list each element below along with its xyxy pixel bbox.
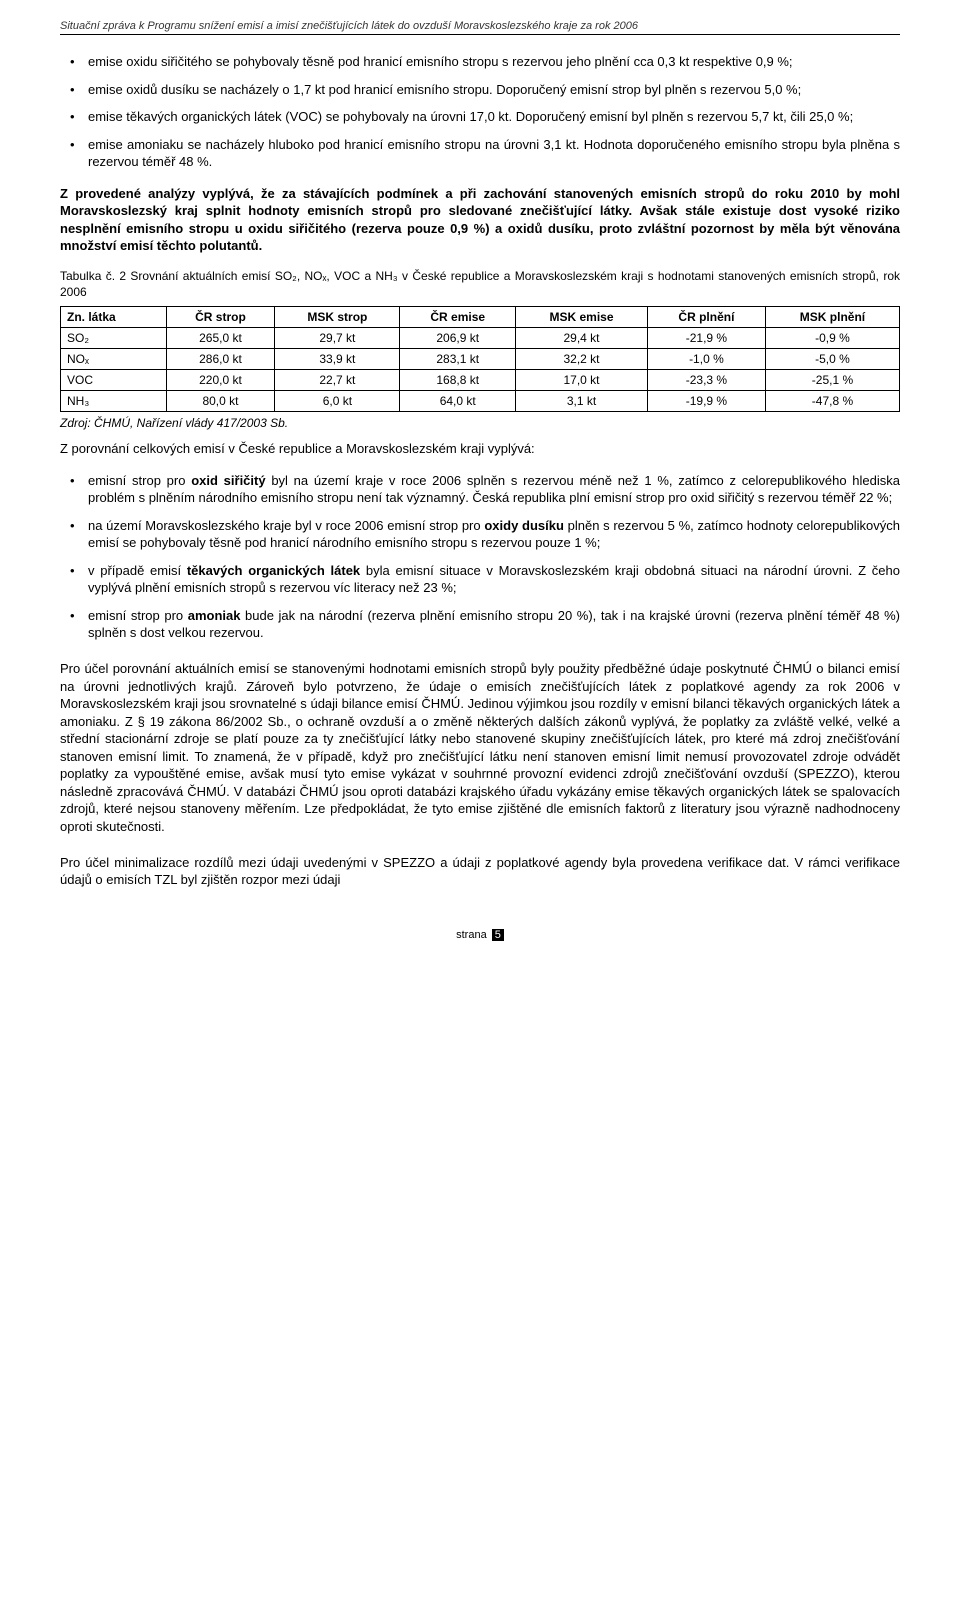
table-cell: 29,7 kt — [275, 328, 400, 349]
list-item: emise oxidu siřičitého se pohybovaly těs… — [60, 53, 900, 71]
page-footer: strana 5 — [60, 929, 900, 941]
bold-term: těkavých organických látek — [187, 563, 360, 578]
table-cell: -19,9 % — [647, 391, 765, 412]
text: emisní strop pro — [88, 473, 191, 488]
table-cell: -23,3 % — [647, 370, 765, 391]
col-header: ČR plnění — [647, 307, 765, 328]
table-cell: 168,8 kt — [400, 370, 516, 391]
list-item: emisní strop pro oxid siřičitý byl na úz… — [60, 472, 900, 507]
table-cell: 80,0 kt — [166, 391, 275, 412]
table-cell: NOₓ — [61, 349, 167, 370]
list-item: v případě emisí těkavých organických lát… — [60, 562, 900, 597]
table-source: Zdroj: ČHMÚ, Nařízení vlády 417/2003 Sb. — [60, 416, 900, 430]
text: na území Moravskoslezského kraje byl v r… — [88, 518, 484, 533]
table-cell: VOC — [61, 370, 167, 391]
summary-paragraph: Z provedené analýzy vyplývá, že za stáva… — [60, 185, 900, 255]
table-cell: 265,0 kt — [166, 328, 275, 349]
table-caption: Tabulka č. 2 Srovnání aktuálních emisí S… — [60, 269, 900, 300]
table-cell: 17,0 kt — [516, 370, 648, 391]
table-row: NOₓ 286,0 kt 33,9 kt 283,1 kt 32,2 kt -1… — [61, 349, 900, 370]
running-header: Situační zpráva k Programu snížení emisí… — [60, 20, 900, 35]
col-header: MSK emise — [516, 307, 648, 328]
bullet-list-mid: emisní strop pro oxid siřičitý byl na úz… — [60, 472, 900, 642]
table-cell: 22,7 kt — [275, 370, 400, 391]
bold-term: oxid siřičitý — [191, 473, 265, 488]
table-row: SO₂ 265,0 kt 29,7 kt 206,9 kt 29,4 kt -2… — [61, 328, 900, 349]
list-item: na území Moravskoslezského kraje byl v r… — [60, 517, 900, 552]
body-paragraph: Pro účel minimalizace rozdílů mezi údaji… — [60, 854, 900, 889]
table-cell: -47,8 % — [765, 391, 899, 412]
bullet-list-top: emise oxidu siřičitého se pohybovaly těs… — [60, 53, 900, 171]
col-header: MSK plnění — [765, 307, 899, 328]
table-cell: -0,9 % — [765, 328, 899, 349]
table-cell: 206,9 kt — [400, 328, 516, 349]
col-header: MSK strop — [275, 307, 400, 328]
table-cell: 33,9 kt — [275, 349, 400, 370]
body-paragraph: Pro účel porovnání aktuálních emisí se s… — [60, 660, 900, 835]
bold-term: oxidy dusíku — [484, 518, 564, 533]
table-cell: 29,4 kt — [516, 328, 648, 349]
table-cell: 220,0 kt — [166, 370, 275, 391]
table-cell: 3,1 kt — [516, 391, 648, 412]
table-row: VOC 220,0 kt 22,7 kt 168,8 kt 17,0 kt -2… — [61, 370, 900, 391]
bold-term: amoniak — [188, 608, 241, 623]
table-cell: 6,0 kt — [275, 391, 400, 412]
document-page: Situační zpráva k Programu snížení emisí… — [0, 0, 960, 981]
list-item: emise oxidů dusíku se nacházely o 1,7 kt… — [60, 81, 900, 99]
table-header-row: Zn. látka ČR strop MSK strop ČR emise MS… — [61, 307, 900, 328]
text: v případě emisí — [88, 563, 187, 578]
text: emisní strop pro — [88, 608, 188, 623]
table-cell: 286,0 kt — [166, 349, 275, 370]
table-cell: -21,9 % — [647, 328, 765, 349]
footer-label: strana — [456, 929, 487, 941]
table-cell: -1,0 % — [647, 349, 765, 370]
table-cell: 32,2 kt — [516, 349, 648, 370]
col-header: ČR emise — [400, 307, 516, 328]
table-cell: -5,0 % — [765, 349, 899, 370]
intro-after-table: Z porovnání celkových emisí v České repu… — [60, 440, 900, 458]
table-cell: NH₃ — [61, 391, 167, 412]
list-item: emise těkavých organických látek (VOC) s… — [60, 108, 900, 126]
table-cell: -25,1 % — [765, 370, 899, 391]
list-item: emisní strop pro amoniak bude jak na nár… — [60, 607, 900, 642]
list-item: emise amoniaku se nacházely hluboko pod … — [60, 136, 900, 171]
col-header: ČR strop — [166, 307, 275, 328]
emissions-table: Zn. látka ČR strop MSK strop ČR emise MS… — [60, 306, 900, 412]
page-number: 5 — [492, 929, 504, 941]
table-cell: 64,0 kt — [400, 391, 516, 412]
table-cell: 283,1 kt — [400, 349, 516, 370]
table-row: NH₃ 80,0 kt 6,0 kt 64,0 kt 3,1 kt -19,9 … — [61, 391, 900, 412]
table-cell: SO₂ — [61, 328, 167, 349]
col-header: Zn. látka — [61, 307, 167, 328]
